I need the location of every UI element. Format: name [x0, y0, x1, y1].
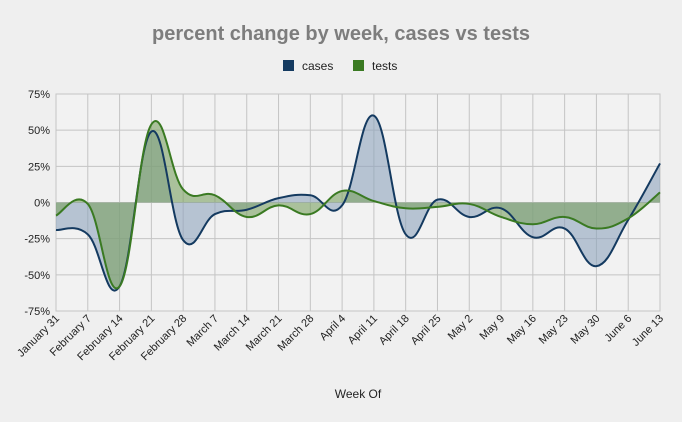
x-tick-label-11: April 18: [377, 313, 412, 348]
y-tick-label-3: 0%: [34, 198, 50, 210]
x-tick-label-17: May 30: [569, 313, 603, 347]
y-tick-label-4: -25%: [24, 234, 50, 246]
x-axis-title: Week Of: [335, 387, 382, 401]
x-tick-label-14: May 9: [477, 313, 507, 343]
x-tick-label-19: June 13: [630, 313, 666, 349]
legend-swatch-tests[interactable]: [353, 60, 364, 71]
legend-label-tests[interactable]: tests: [372, 59, 397, 73]
y-tick-label-5: -50%: [24, 270, 50, 282]
y-tick-label-6: -75%: [24, 306, 50, 318]
series-areas: [56, 115, 660, 291]
y-tick-label-2: 25%: [28, 161, 50, 173]
x-tick-label-9: April 4: [318, 313, 349, 344]
y-tick-label-0: 75%: [28, 89, 50, 101]
legend-swatch-cases[interactable]: [283, 60, 294, 71]
series-lines: [55, 114, 661, 292]
area-tests: [56, 121, 660, 289]
legend-label-cases[interactable]: cases: [302, 59, 333, 73]
line-cases: [55, 114, 661, 292]
x-tick-label-16: May 23: [537, 313, 571, 347]
x-tick-label-12: April 25: [409, 313, 444, 348]
x-tick-label-10: April 11: [346, 313, 380, 347]
y-tick-label-1: 50%: [28, 125, 50, 137]
chart-title: percent change by week, cases vs tests: [152, 23, 530, 45]
x-tick-label-13: May 2: [446, 313, 476, 343]
y-axis-ticks: 75% 50% 25% 0% -25% -50% -75%: [24, 89, 50, 318]
line-tests: [55, 120, 661, 290]
legend[interactable]: cases tests: [283, 59, 397, 73]
x-tick-label-15: May 16: [505, 313, 539, 347]
